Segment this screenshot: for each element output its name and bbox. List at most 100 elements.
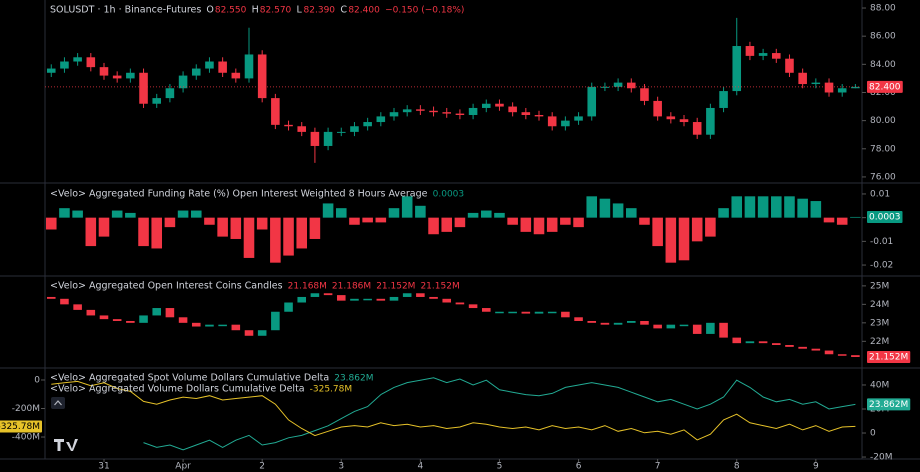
bar — [560, 217, 571, 225]
last-oi-label: 21.152M — [869, 352, 908, 362]
candle-body — [758, 53, 768, 56]
candle-body — [508, 106, 517, 113]
oi-candle — [442, 298, 452, 303]
candle-body — [811, 82, 821, 85]
bar — [718, 208, 729, 218]
last-oi-label-box — [867, 350, 911, 363]
x-tick-label: 7 — [655, 462, 661, 472]
bar — [731, 196, 743, 218]
bar — [85, 217, 97, 247]
pane-title: <Velo> Aggregated Open Interest Coins Ca… — [50, 281, 283, 292]
oi-candle — [191, 322, 201, 327]
collapse-button[interactable] — [51, 397, 65, 409]
collapse-box[interactable] — [51, 397, 65, 409]
oi-candle — [653, 324, 662, 329]
bar — [612, 203, 624, 218]
y2-tick-label: 0 — [870, 429, 876, 439]
bar — [441, 217, 453, 232]
bar — [520, 217, 532, 232]
logo-mark — [54, 439, 78, 451]
oi-candle — [666, 324, 676, 329]
oi-candle — [706, 322, 715, 334]
bar — [691, 217, 703, 242]
candle-body — [547, 116, 557, 127]
y-tick-label: 82.00 — [870, 88, 896, 98]
bar — [98, 217, 110, 237]
oi-value: 21.152M — [376, 282, 415, 292]
bar — [296, 217, 308, 249]
candle-body — [86, 57, 96, 68]
bar — [243, 217, 255, 258]
x-tick-label: 9 — [813, 462, 819, 472]
oi-candle — [561, 311, 570, 318]
candle-body — [271, 98, 280, 125]
bar — [283, 217, 294, 256]
bar — [270, 217, 281, 263]
bar — [322, 203, 334, 218]
candle-body — [442, 112, 452, 114]
x-tick-label: 3 — [338, 462, 344, 472]
oi-candle — [231, 324, 241, 331]
oi-candle — [271, 311, 280, 331]
oi-candle — [495, 311, 504, 314]
chevron-icon[interactable] — [54, 400, 62, 406]
oi-candle — [139, 315, 148, 323]
candle-body — [46, 68, 56, 73]
oi-candle — [692, 324, 702, 334]
bar — [573, 217, 584, 228]
oi-candle — [613, 322, 623, 325]
y2-tick-label: -20M — [870, 453, 892, 463]
x-tick-label: 4 — [418, 462, 424, 472]
candle-body — [574, 116, 583, 121]
candle-body — [785, 58, 794, 73]
oi-candle — [86, 309, 96, 316]
x-tick-label: 6 — [576, 462, 582, 472]
bar — [665, 217, 677, 263]
series-last-label-box — [0, 420, 42, 433]
bar — [705, 217, 716, 237]
y-tick-label: 88.00 — [870, 4, 896, 14]
candle-body — [257, 54, 267, 99]
oi-candle — [336, 295, 346, 301]
oi-candle — [152, 308, 162, 316]
oi-candle — [257, 330, 267, 336]
bar — [757, 196, 769, 218]
candle-body — [205, 61, 214, 69]
x-tick-label: 2 — [259, 462, 265, 472]
oi-candle — [455, 302, 465, 305]
candle-body — [165, 88, 175, 99]
candle-body — [706, 107, 715, 135]
candle-body — [561, 120, 570, 127]
bar — [309, 217, 321, 239]
candle-body — [798, 72, 807, 85]
candle-body — [191, 68, 201, 76]
cvd-line — [51, 380, 856, 441]
bar — [823, 217, 835, 223]
y-tick-label: 78.00 — [870, 144, 896, 154]
candle-body — [336, 131, 346, 133]
candle-body — [284, 124, 293, 127]
bar — [784, 196, 795, 218]
y-tick-label: 22M — [870, 337, 889, 347]
ohlc-key: O — [206, 5, 213, 16]
oi-candle — [323, 293, 333, 296]
candle-body — [679, 119, 689, 123]
candle-body — [218, 61, 227, 73]
series-value: 23.862M — [334, 374, 373, 384]
y-tick-label: -200M — [12, 404, 40, 414]
y-tick-label: -400M — [12, 433, 40, 443]
bar — [771, 196, 782, 218]
candle-body — [310, 131, 320, 146]
ohlc-value: 82.390 — [304, 6, 336, 16]
oi-candle — [310, 293, 320, 297]
bar — [480, 210, 492, 218]
bar — [797, 198, 808, 218]
chart-title: SOLUSDT · 1h · Binance-Futures — [50, 5, 201, 16]
candle-body — [745, 46, 755, 56]
y-tick-label: 25M — [870, 281, 889, 291]
bar — [164, 217, 176, 228]
series-value: -325.78M — [310, 385, 353, 395]
oi-candle — [363, 298, 372, 301]
bar — [217, 217, 228, 237]
